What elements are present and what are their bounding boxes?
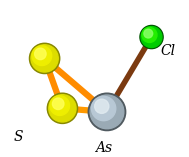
Circle shape [141, 27, 162, 47]
Circle shape [50, 96, 70, 115]
Circle shape [32, 46, 52, 65]
Circle shape [140, 25, 163, 49]
Circle shape [88, 93, 126, 131]
Text: Cl: Cl [160, 44, 175, 58]
Circle shape [91, 96, 116, 121]
Circle shape [31, 45, 58, 72]
Circle shape [95, 99, 109, 113]
Circle shape [29, 43, 60, 74]
Circle shape [49, 95, 76, 122]
Circle shape [144, 29, 153, 38]
Text: S: S [13, 130, 23, 144]
Text: As: As [95, 141, 112, 154]
Circle shape [142, 27, 157, 43]
Circle shape [47, 93, 77, 123]
Circle shape [90, 95, 124, 129]
Circle shape [52, 98, 64, 110]
Circle shape [35, 48, 46, 60]
